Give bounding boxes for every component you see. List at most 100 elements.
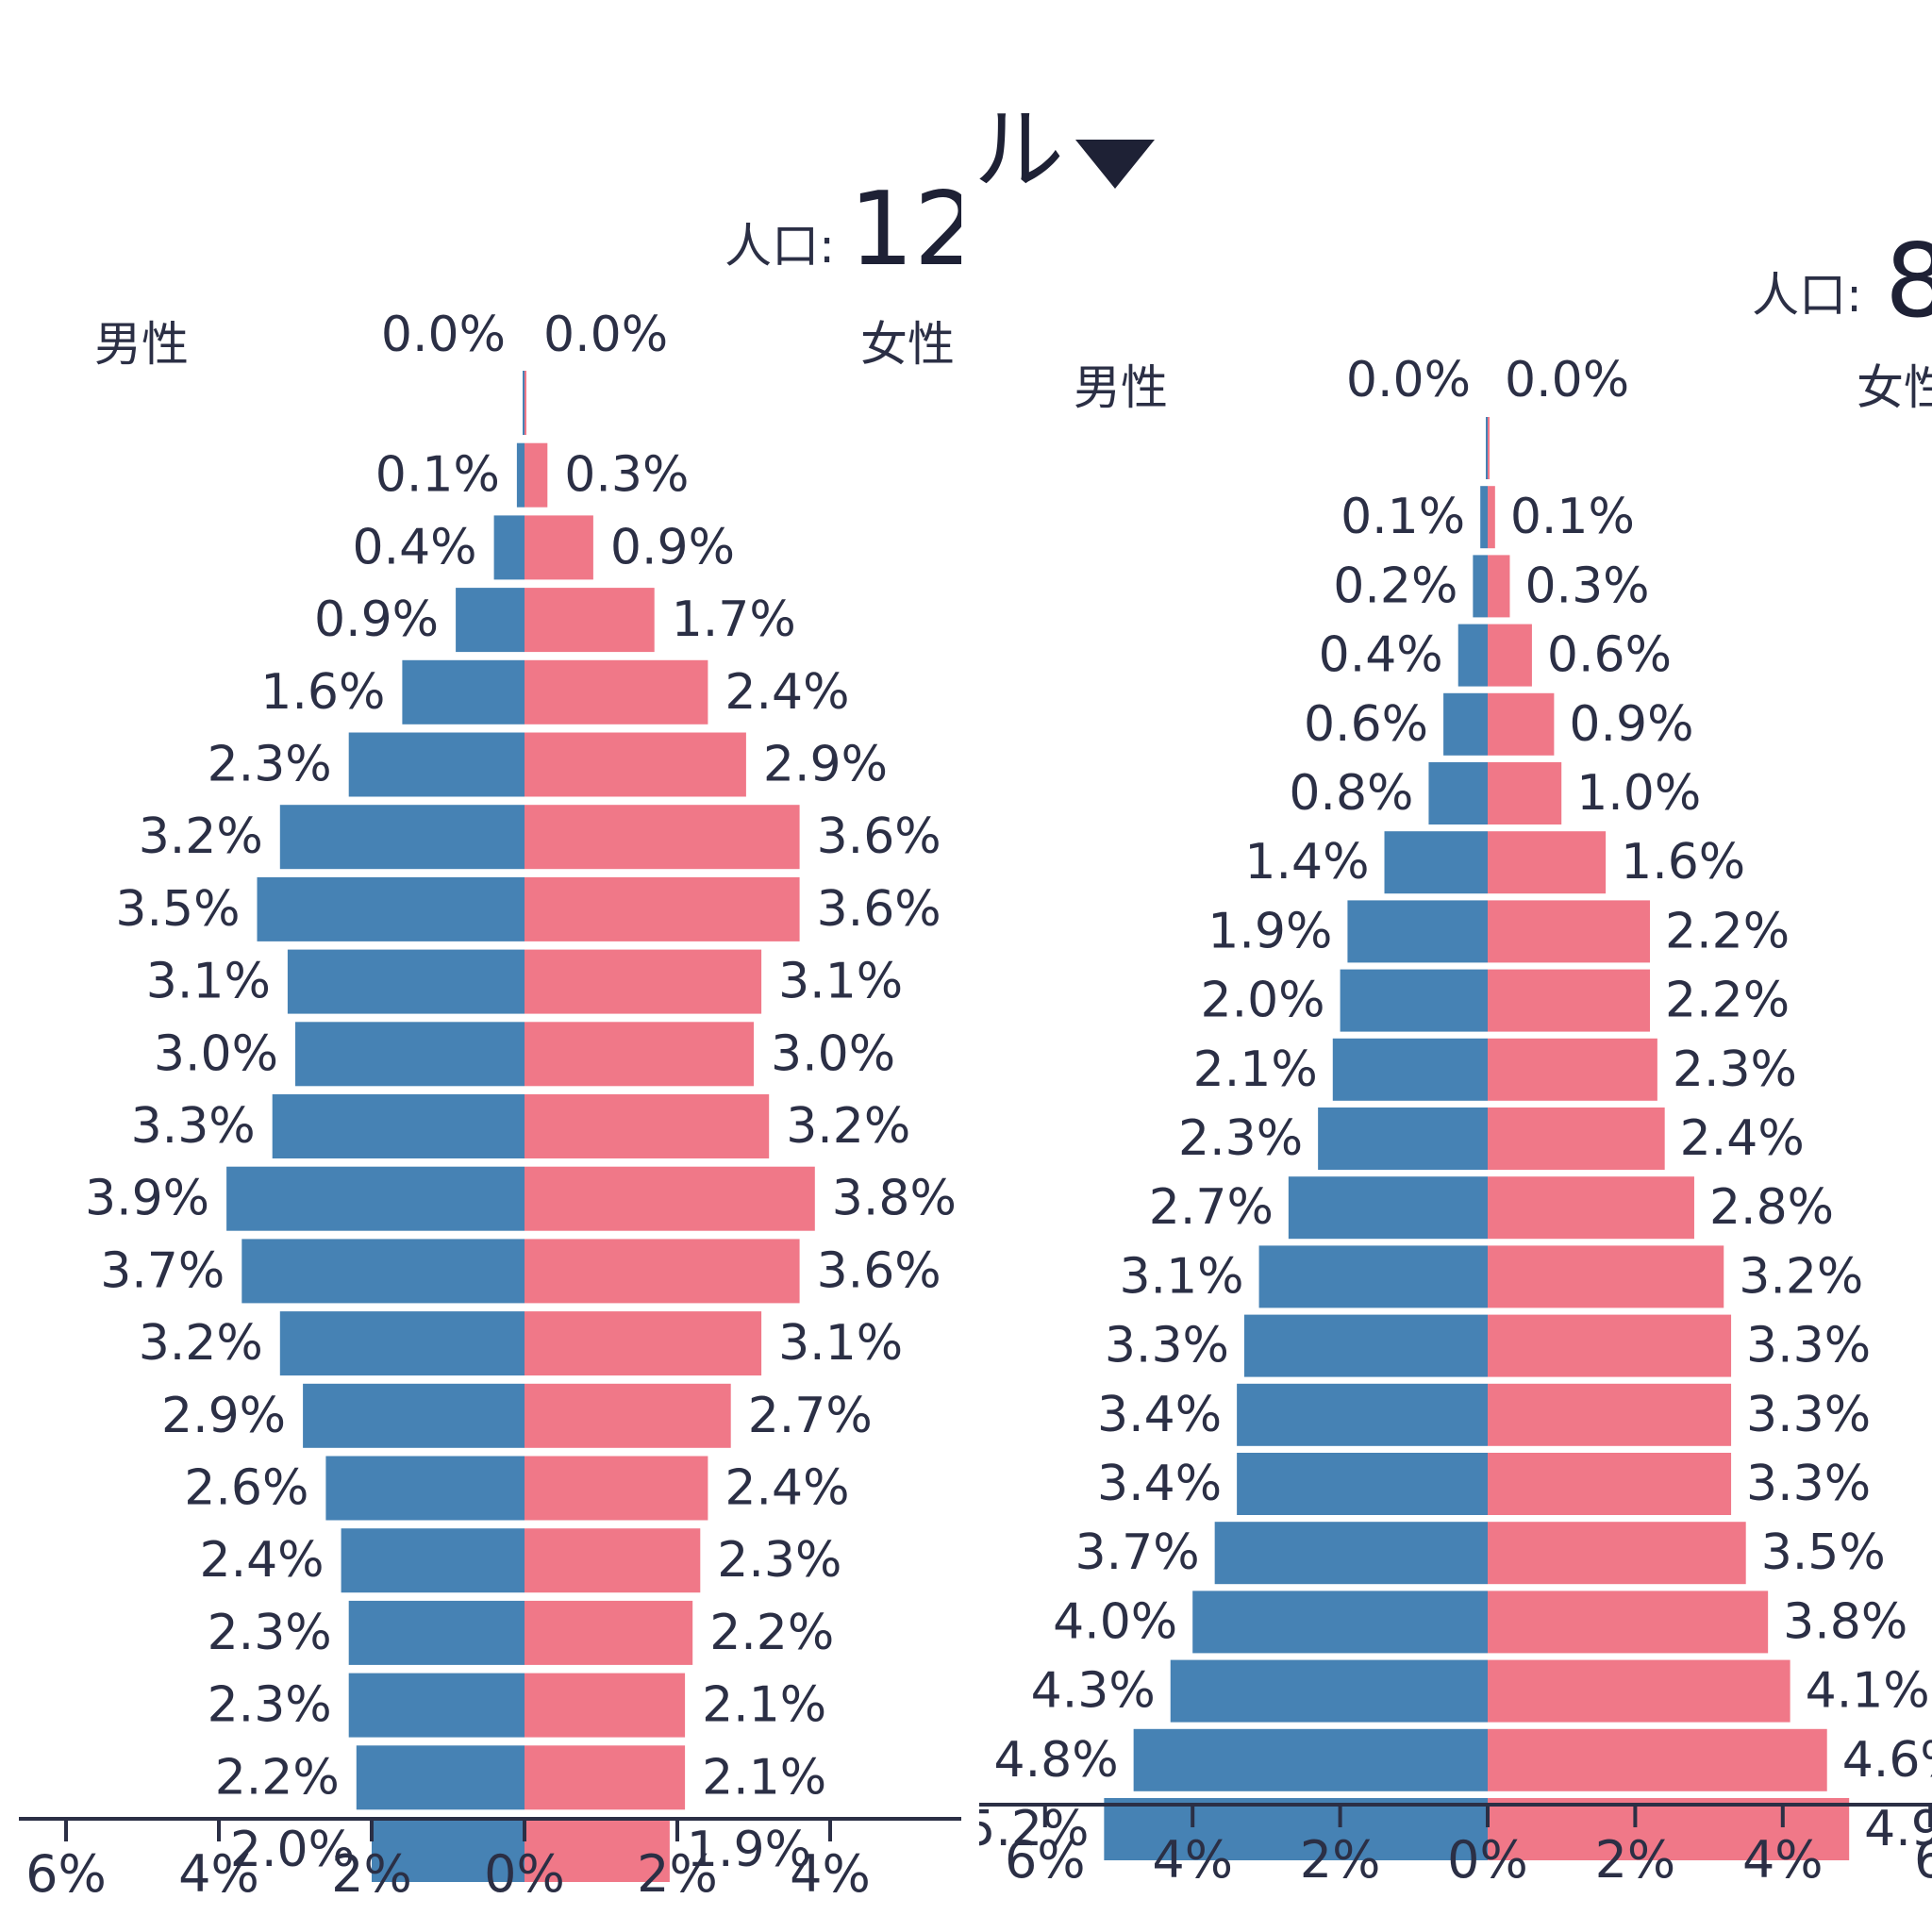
male-value-label: 4.3% [1031, 1663, 1156, 1720]
female-value-label: 3.1% [778, 1315, 903, 1372]
female-bar [1488, 692, 1555, 756]
x-tick-label: 0% [1447, 1830, 1528, 1890]
population-value: 12 [849, 171, 961, 289]
female-bar [1488, 1038, 1657, 1101]
female-value-label: 4.9% [1864, 1801, 1932, 1857]
male-value-label: 2.3% [1178, 1110, 1303, 1167]
male-bar [226, 1166, 525, 1231]
female-value-label: 1.0% [1576, 765, 1701, 822]
female-value-label: 3.0% [771, 1025, 895, 1082]
female-value-label: 0.0% [543, 307, 668, 363]
x-tick-label: 0% [484, 1844, 565, 1904]
x-tick-label: 4% [790, 1844, 871, 1904]
female-value-label: 2.3% [717, 1532, 841, 1589]
male-bar [341, 1528, 525, 1593]
female-bar [1488, 762, 1562, 824]
male-value-label: 4.8% [994, 1732, 1119, 1789]
female-value-label: 0.3% [1524, 558, 1649, 614]
female-value-label: 2.1% [702, 1749, 826, 1806]
female-bar [1488, 969, 1651, 1032]
population-label: 人口: [724, 219, 835, 274]
male-bar [1170, 1659, 1488, 1723]
male-value-label: 0.4% [352, 519, 476, 575]
x-tick-label: 2% [331, 1844, 412, 1904]
female-bar [525, 659, 708, 724]
female-value-label: 0.3% [564, 447, 689, 504]
female-bar [1488, 1176, 1694, 1240]
female-value-label: 2.4% [1680, 1110, 1805, 1167]
female-value-label: 2.4% [724, 1460, 849, 1517]
male-bar [1384, 831, 1488, 894]
female-value-label: 2.7% [748, 1388, 873, 1444]
male-label: 男性 [1074, 360, 1168, 415]
female-value-label: 4.1% [1806, 1663, 1930, 1720]
pyramid-panel-right: 人口: 8 男性 女性 0.0% 0.0% 0.1% 0.1% 0.2% 0.3% 0.4% 0.6%… [979, 0, 1932, 1932]
x-tick-label: 4% [178, 1844, 259, 1904]
male-value-label: 2.6% [184, 1460, 308, 1517]
male-bar [303, 1383, 525, 1448]
female-value-label: 3.2% [1739, 1248, 1863, 1305]
female-value-label: 3.8% [832, 1171, 957, 1227]
male-bar [1237, 1453, 1488, 1515]
male-value-label: 2.3% [208, 1605, 332, 1661]
x-tick-label: 4% [1742, 1830, 1824, 1890]
x-tick-label: 4% [1152, 1830, 1233, 1890]
female-value-label: 0.1% [1510, 489, 1635, 545]
x-tick-label: 6% [25, 1844, 107, 1904]
male-value-label: 1.6% [260, 664, 385, 721]
male-bar [1340, 969, 1488, 1032]
male-value-label: 0.0% [1346, 352, 1471, 408]
male-value-label: 3.1% [1119, 1248, 1243, 1305]
female-bar [1488, 486, 1495, 549]
female-value-label: 2.4% [724, 664, 849, 721]
population-label: 人口: [1752, 268, 1862, 323]
male-bar [279, 1311, 525, 1376]
male-bar [1243, 1314, 1488, 1377]
male-bar [523, 371, 525, 435]
male-value-label: 0.1% [375, 447, 500, 504]
male-bar [1104, 1798, 1488, 1860]
female-bar [525, 1745, 686, 1810]
female-label: 女性 [860, 317, 955, 372]
female-bar [525, 1456, 708, 1521]
female-bar [1488, 1728, 1827, 1791]
male-value-label: 0.4% [1319, 627, 1443, 684]
male-value-label: 2.2% [215, 1749, 340, 1806]
population-pyramid-chart-right: 人口: 8 男性 女性 0.0% 0.0% 0.1% 0.1% 0.2% 0.3% 0.4% 0.6%… [979, 97, 1932, 1890]
male-bar [493, 515, 525, 580]
panel-divider [961, 0, 979, 1932]
female-bar [525, 1600, 693, 1665]
female-value-label: 3.6% [817, 1242, 941, 1299]
male-value-label: 0.6% [1304, 696, 1428, 753]
female-value-label: 3.1% [778, 954, 903, 1010]
female-value-label: 0.9% [1569, 696, 1693, 753]
female-bar [1488, 900, 1651, 963]
female-bar [1488, 417, 1490, 479]
female-value-label: 0.9% [610, 519, 735, 575]
female-value-label: 2.8% [1709, 1179, 1834, 1236]
female-bar [525, 949, 762, 1014]
male-bar [1443, 692, 1488, 756]
female-label: 女性 [1857, 360, 1932, 415]
female-bar [1488, 1108, 1665, 1170]
female-bar [525, 732, 746, 797]
male-bar [1133, 1728, 1488, 1791]
male-value-label: 2.9% [161, 1388, 286, 1444]
male-bar [272, 1094, 525, 1158]
female-value-label: 2.2% [709, 1605, 834, 1661]
female-bar [525, 1528, 701, 1593]
female-bar [525, 1673, 686, 1738]
male-value-label: 0.0% [381, 307, 506, 363]
female-bar [525, 805, 800, 870]
male-bar [1473, 555, 1488, 618]
x-tick-label: 2% [637, 1844, 718, 1904]
male-bar [1428, 762, 1488, 824]
male-value-label: 3.9% [85, 1171, 209, 1227]
female-value-label: 3.5% [1761, 1524, 1886, 1581]
population-pyramid-chart-left: 人口: 12 男性 女性 0.0% 0.0% 0.1% 0.3% 0.4% 0.9% 0.9% 1.7… [19, 171, 961, 1904]
triangle-down-icon [1075, 140, 1155, 189]
male-bar [1480, 486, 1488, 549]
male-value-label: 3.3% [1105, 1318, 1229, 1374]
female-bar [525, 1022, 754, 1087]
female-value-label: 2.9% [763, 737, 888, 793]
